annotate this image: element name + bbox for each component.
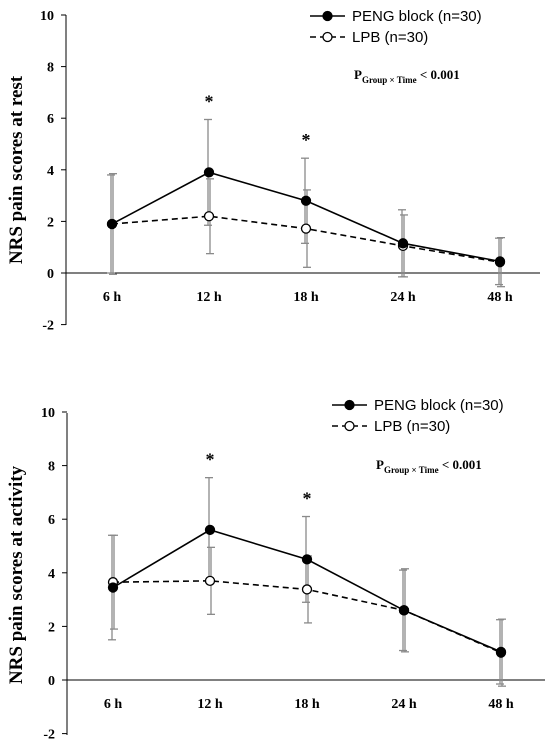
x-tick-label: 18 h [294, 697, 320, 712]
significance-star: * [205, 91, 214, 111]
y-tick-label: 4 [48, 567, 55, 582]
y-tick-label: 8 [47, 61, 54, 76]
data-point-lpb [204, 575, 216, 586]
p-value-annotation: PGroup × Time < 0.001 [376, 457, 482, 475]
data-point-peng [397, 238, 409, 249]
p-value-annotation: PGroup × Time < 0.001 [354, 67, 460, 85]
p-value-suffix: < 0.001 [439, 457, 482, 472]
y-tick-label: 2 [48, 620, 55, 635]
x-tick-label: 6 h [103, 290, 122, 305]
x-tick-label: 12 h [197, 697, 223, 712]
p-value-prefix: P [376, 457, 384, 472]
p-value-subscript: Group × Time [384, 465, 439, 475]
y-tick-label: 0 [48, 674, 55, 689]
chart-panel-1: -2 0 2 4 6 8 10 6 h 12 h 18 h 24 h 48 h NRS pain sco… [6, 8, 540, 334]
legend-label: PENG block (n=30) [374, 397, 504, 414]
data-point-peng [106, 218, 118, 230]
data-point-peng [494, 256, 506, 267]
y-axis-label: NRS pain scores at activity [6, 465, 27, 684]
y-axis-label: NRS pain scores at rest [6, 75, 27, 264]
data-point-lpb [301, 584, 313, 595]
y-tick-label: 6 [48, 513, 55, 528]
series-line-lpb [111, 215, 501, 263]
significance-star: * [303, 489, 312, 509]
y-tick-label: -2 [43, 728, 55, 742]
y-tick-label: -2 [42, 319, 54, 334]
y-tick-label: 10 [41, 406, 55, 421]
y-tick-label: 8 [48, 460, 55, 475]
data-point-peng [495, 646, 507, 658]
legend-marker [344, 420, 355, 432]
y-tick-label: 4 [47, 164, 54, 179]
y-tick-label: 6 [47, 112, 54, 127]
data-point-lpb [300, 223, 312, 234]
legend: PENG block (n=30) LPB (n=30) [332, 397, 504, 435]
x-tick-label: 48 h [488, 697, 514, 712]
significance-star: * [302, 130, 311, 150]
legend-label: PENG block (n=30) [352, 8, 482, 25]
chart-panel-2: -2 0 2 4 6 8 10 6 h 12 h 18 h 24 h 48 h NRS pain sco… [6, 397, 545, 742]
data-point-peng [204, 524, 216, 536]
legend-marker [322, 10, 333, 22]
y-tick-label: 2 [47, 215, 54, 230]
x-tick-label: 12 h [196, 290, 222, 305]
p-value-prefix: P [354, 67, 362, 82]
data-point-peng [301, 554, 313, 565]
data-point-peng [398, 605, 410, 616]
data-point-peng [203, 167, 215, 178]
legend-label: LPB (n=30) [352, 29, 428, 46]
x-tick-label: 18 h [293, 290, 319, 305]
data-point-lpb [203, 211, 215, 222]
legend-label: LPB (n=30) [374, 418, 450, 435]
significance-star: * [206, 450, 215, 470]
x-tick-label: 6 h [104, 697, 123, 712]
legend-marker [322, 31, 333, 43]
y-tick-label: 10 [40, 9, 54, 24]
legend: PENG block (n=30) LPB (n=30) [310, 8, 482, 46]
data-point-peng [300, 195, 312, 206]
data-point-peng [107, 582, 119, 593]
y-tick-label: 0 [47, 267, 54, 282]
series-line-peng [111, 171, 501, 263]
x-tick-label: 24 h [391, 697, 417, 712]
x-tick-label: 48 h [487, 290, 513, 305]
p-value-subscript: Group × Time [362, 75, 417, 85]
x-tick-label: 24 h [390, 290, 416, 305]
p-value-suffix: < 0.001 [417, 67, 460, 82]
legend-marker [344, 399, 355, 411]
